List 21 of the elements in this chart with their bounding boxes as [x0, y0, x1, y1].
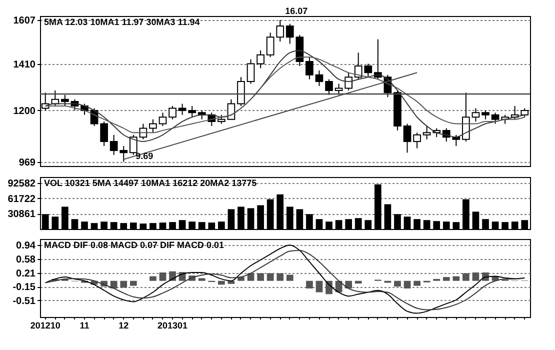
x-tick-label: 201301: [158, 320, 188, 330]
text: 16.07: [285, 6, 308, 16]
y-tick-label: 0.58: [16, 254, 36, 266]
y-tick-label: 0.21: [16, 268, 36, 280]
x-tick-label: 11: [80, 320, 90, 330]
y-tick-label: 1410: [13, 59, 36, 70]
y-tick-label: 969: [18, 157, 36, 168]
annotation: MACD DIF 0.08 MACD 0.07 DIF MACD 0.01: [44, 240, 224, 250]
y-tick-label: -0.15: [12, 282, 36, 294]
x-tick-label: 201210: [30, 320, 60, 330]
annotation: 5MA 12.03 10MA1 11.97 30MA3 11.94: [44, 17, 200, 27]
annotation: VOL 10321 5MA 14497 10MA1 16212 20MA2 13775: [44, 178, 257, 188]
x-tick-label: 12: [118, 320, 129, 330]
y-tick-label: 1607: [13, 16, 36, 26]
y-tick-label: 0.94: [16, 240, 36, 252]
y-tick-label: -0.51: [12, 296, 36, 307]
y-tick-label: 30861: [8, 209, 36, 220]
annotation: 9.69: [136, 150, 154, 161]
y-tick-label: 92582: [8, 178, 36, 190]
y-tick-label: 1200: [13, 106, 36, 117]
y-tick-label: 61722: [8, 194, 36, 205]
